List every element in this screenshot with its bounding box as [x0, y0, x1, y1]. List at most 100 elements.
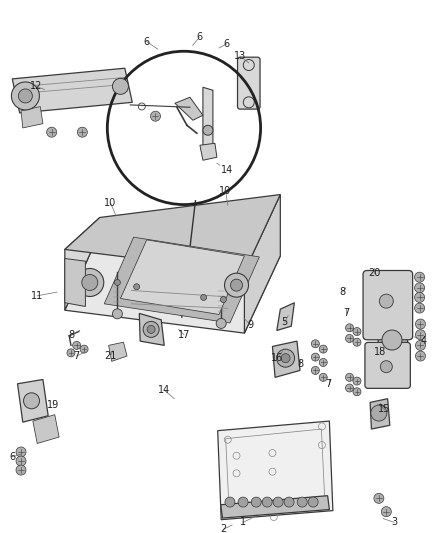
Polygon shape	[139, 313, 164, 345]
Circle shape	[346, 384, 353, 392]
Text: 17: 17	[178, 330, 190, 340]
Polygon shape	[18, 379, 48, 422]
Polygon shape	[272, 341, 300, 377]
Circle shape	[353, 377, 361, 385]
FancyBboxPatch shape	[365, 342, 410, 389]
Polygon shape	[203, 87, 213, 154]
Text: 14: 14	[221, 165, 233, 175]
Circle shape	[11, 82, 39, 110]
Circle shape	[18, 89, 32, 103]
Circle shape	[16, 456, 26, 466]
Circle shape	[416, 351, 425, 361]
Text: 6: 6	[9, 452, 15, 462]
Text: 16: 16	[271, 353, 283, 363]
Polygon shape	[104, 237, 259, 323]
Polygon shape	[65, 232, 280, 333]
Circle shape	[346, 334, 353, 343]
Text: 21: 21	[104, 351, 117, 361]
FancyBboxPatch shape	[363, 270, 413, 340]
Circle shape	[16, 447, 26, 457]
Text: 5: 5	[282, 318, 288, 327]
Circle shape	[113, 78, 128, 94]
Text: 10: 10	[104, 198, 117, 207]
Text: 2: 2	[220, 524, 226, 533]
Circle shape	[147, 325, 155, 334]
Circle shape	[134, 284, 140, 290]
Circle shape	[220, 296, 226, 303]
Circle shape	[416, 319, 425, 329]
Circle shape	[113, 309, 122, 319]
Circle shape	[225, 497, 235, 507]
Circle shape	[311, 366, 319, 375]
Polygon shape	[200, 143, 217, 160]
Circle shape	[415, 272, 424, 282]
Circle shape	[308, 497, 318, 507]
Text: 4: 4	[421, 336, 427, 346]
Circle shape	[371, 405, 387, 421]
Text: 6: 6	[196, 33, 202, 42]
Circle shape	[230, 279, 243, 291]
Text: 11: 11	[31, 291, 43, 301]
Text: 14: 14	[158, 385, 170, 395]
Polygon shape	[109, 342, 127, 361]
Polygon shape	[277, 303, 294, 330]
Circle shape	[297, 497, 307, 507]
Text: 8: 8	[297, 359, 303, 369]
Circle shape	[47, 127, 57, 137]
Circle shape	[415, 303, 424, 313]
Circle shape	[382, 330, 402, 350]
Text: 8: 8	[68, 330, 74, 340]
Circle shape	[319, 345, 327, 353]
Text: 7: 7	[74, 351, 80, 361]
Circle shape	[379, 294, 393, 308]
Circle shape	[76, 269, 104, 296]
Text: 15: 15	[378, 405, 391, 414]
Polygon shape	[218, 421, 333, 520]
Text: 12: 12	[30, 82, 42, 91]
Circle shape	[201, 294, 207, 301]
Polygon shape	[221, 496, 329, 518]
Circle shape	[276, 349, 295, 367]
Circle shape	[319, 373, 327, 382]
Circle shape	[284, 497, 294, 507]
Circle shape	[374, 494, 384, 503]
Polygon shape	[378, 325, 408, 354]
Circle shape	[151, 111, 160, 121]
Text: 10: 10	[219, 186, 232, 196]
Text: 9: 9	[247, 320, 254, 330]
Circle shape	[319, 358, 327, 367]
Text: 19: 19	[47, 400, 60, 410]
Polygon shape	[33, 415, 59, 443]
Text: 6: 6	[144, 37, 150, 46]
Polygon shape	[65, 217, 100, 310]
Circle shape	[82, 274, 98, 290]
Circle shape	[353, 338, 361, 346]
Polygon shape	[65, 259, 85, 306]
Circle shape	[353, 327, 361, 336]
Circle shape	[225, 273, 248, 297]
Text: 7: 7	[343, 309, 349, 318]
Circle shape	[380, 361, 392, 373]
Polygon shape	[244, 195, 280, 333]
Text: 18: 18	[374, 347, 386, 357]
Circle shape	[73, 341, 81, 350]
Text: 13: 13	[234, 51, 246, 61]
Circle shape	[273, 497, 283, 507]
Circle shape	[311, 353, 319, 361]
Circle shape	[216, 318, 226, 328]
Polygon shape	[12, 68, 132, 113]
Circle shape	[114, 279, 120, 286]
Text: 6: 6	[224, 39, 230, 49]
Circle shape	[353, 387, 361, 396]
Circle shape	[16, 465, 26, 475]
Circle shape	[80, 345, 88, 353]
Circle shape	[281, 354, 290, 362]
Circle shape	[415, 293, 424, 302]
Text: 20: 20	[368, 268, 381, 278]
Polygon shape	[370, 399, 390, 429]
Circle shape	[346, 373, 353, 382]
Circle shape	[251, 497, 261, 507]
Circle shape	[238, 497, 248, 507]
Circle shape	[78, 127, 87, 137]
Circle shape	[346, 324, 353, 332]
